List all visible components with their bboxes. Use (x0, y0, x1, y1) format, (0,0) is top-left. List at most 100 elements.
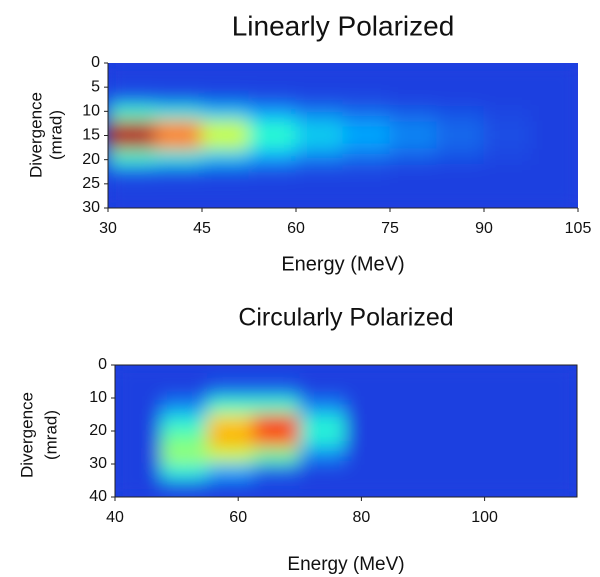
heatmap-cell (253, 397, 301, 415)
heatmap-cell (530, 106, 578, 122)
y-tick-label: 30 (89, 455, 107, 472)
heatmap-cell (483, 63, 532, 78)
y-axis-label: Divergence (26, 92, 45, 178)
heatmap-cell (389, 149, 438, 165)
y-axis-label: (mrad) (41, 410, 60, 460)
heatmap-cell (115, 430, 162, 448)
heatmap-cell (483, 106, 532, 122)
chart: Circularly Polarized 40 60 80 100 0 10 20 30 40 En… (17, 304, 578, 575)
heatmap-cell (201, 120, 250, 136)
heatmap-cell (483, 120, 532, 136)
heatmap-cell (160, 480, 208, 497)
heatmap-cell (295, 178, 344, 194)
heatmap-cell (345, 480, 393, 497)
heatmap-cell (154, 106, 203, 122)
heatmap-cell (201, 63, 250, 78)
heatmap-cell (530, 381, 577, 399)
y-tick-label: 40 (89, 488, 107, 505)
heatmap-cell (253, 447, 301, 465)
heatmap-cell (248, 63, 297, 78)
heatmap-cell (115, 463, 162, 481)
heatmap-cell (201, 91, 250, 107)
heatmap-cell (391, 430, 439, 448)
heatmap-cell (530, 414, 577, 432)
heatmap-cell (253, 463, 301, 481)
heatmap-cell (201, 178, 250, 194)
heatmap-cell (154, 120, 203, 136)
heatmap-cell (391, 381, 439, 399)
heatmap-cell (154, 135, 203, 151)
heatmap-cell (483, 91, 532, 107)
heatmap-cell (206, 430, 255, 448)
x-tick-label: 40 (106, 509, 124, 526)
heatmap-cell (108, 135, 156, 151)
heatmap-cell (248, 91, 297, 107)
heatmap-cell (206, 381, 255, 399)
heatmap-cell (484, 463, 532, 481)
heatmap-cell (484, 447, 532, 465)
y-tick-label: 10 (82, 103, 100, 120)
heatmap-cell (342, 178, 391, 194)
x-tick-label: 100 (471, 509, 498, 526)
heatmap-cell (530, 365, 577, 382)
y-tick-label: 30 (82, 199, 100, 216)
heatmap-cell (115, 365, 162, 382)
heatmap-cell (299, 447, 347, 465)
heatmap-cell (342, 164, 391, 180)
heatmap-cell (201, 164, 250, 180)
heatmap-cell (108, 77, 156, 93)
heatmap-cell (391, 480, 439, 497)
heatmap-cell (206, 463, 255, 481)
heatmap-cells (108, 63, 578, 208)
heatmap-cell (484, 414, 532, 432)
heatmap-cell (436, 149, 485, 165)
heatmap-cell (299, 463, 347, 481)
y-tick-label: 20 (89, 422, 107, 439)
heatmap-cell (436, 91, 485, 107)
y-axis-label: Divergence (17, 392, 36, 478)
y-tick-label: 25 (82, 175, 100, 192)
heatmap-cell (391, 397, 439, 415)
heatmap-cell (160, 365, 208, 382)
heatmap-cell (115, 447, 162, 465)
heatmap-cell (342, 106, 391, 122)
heatmap-cell (483, 149, 532, 165)
heatmap-cell (248, 149, 297, 165)
heatmap-cell (345, 381, 393, 399)
heatmap-cell (160, 463, 208, 481)
heatmap-cell (201, 135, 250, 151)
heatmap-cell (436, 120, 485, 136)
x-tick-label: 80 (353, 509, 371, 526)
heatmap-cell (345, 414, 393, 432)
heatmap-cell (437, 397, 486, 415)
heatmap-cell (248, 178, 297, 194)
heatmap-cell (389, 193, 438, 208)
heatmap-cell (201, 106, 250, 122)
heatmap-cell (253, 381, 301, 399)
heatmap-cell (253, 480, 301, 497)
heatmap-cell (437, 463, 486, 481)
x-tick-label: 60 (287, 220, 305, 237)
heatmap-cell (530, 447, 577, 465)
heatmap-cell (530, 430, 577, 448)
heatmap-cell (160, 414, 208, 432)
y-tick-label: 0 (91, 54, 100, 71)
heatmap-cell (295, 63, 344, 78)
heatmap-cell (154, 91, 203, 107)
heatmap-cell (389, 135, 438, 151)
heatmap-cell (154, 193, 203, 208)
heatmap-cell (206, 480, 255, 497)
heatmap-cell (345, 397, 393, 415)
heatmap-cell (299, 381, 347, 399)
y-tick-label: 5 (91, 78, 100, 95)
heatmap-cell (160, 447, 208, 465)
heatmap-cell (391, 463, 439, 481)
x-tick-label: 75 (381, 220, 399, 237)
heatmap-cell (253, 365, 301, 382)
heatmap-cell (160, 381, 208, 399)
heatmap (115, 365, 577, 497)
heatmap-cell (484, 381, 532, 399)
x-tick-label: 30 (99, 220, 117, 237)
heatmap-cell (201, 77, 250, 93)
